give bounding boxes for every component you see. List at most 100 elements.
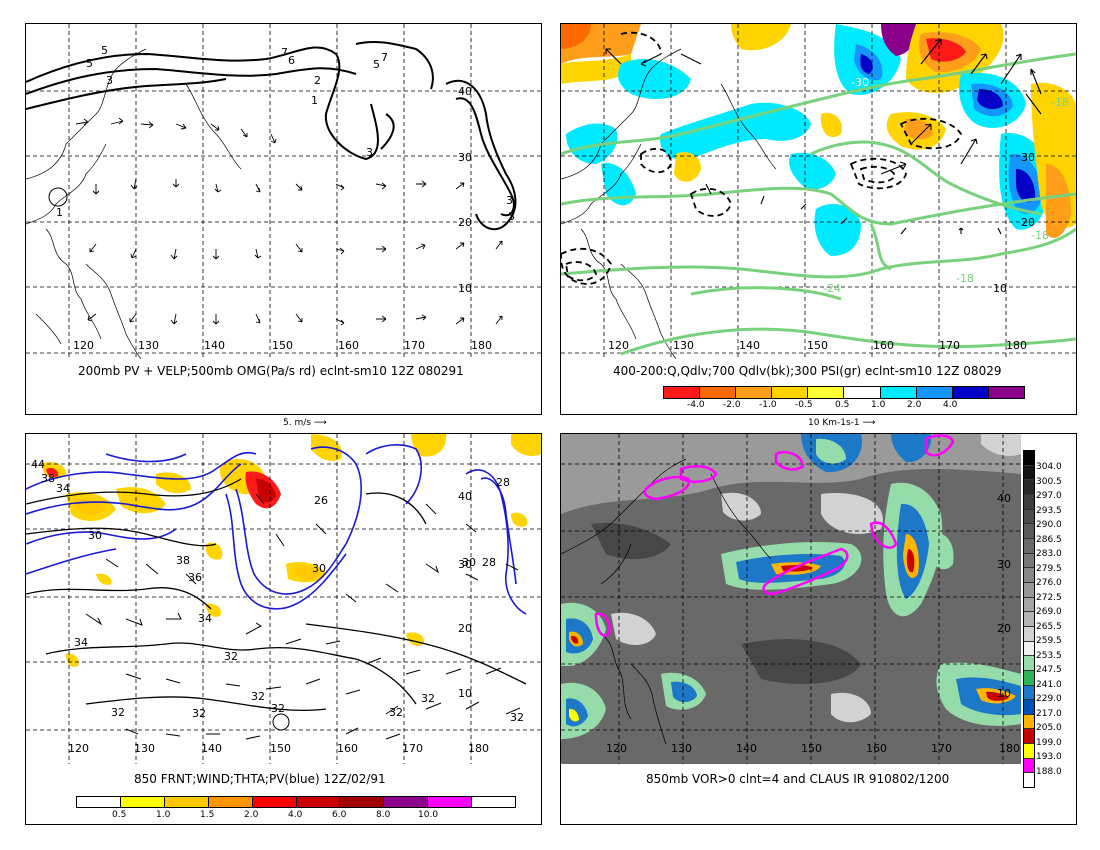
lat-label: 30 xyxy=(1021,151,1035,164)
colorbar-swatch xyxy=(988,387,1024,398)
contour-label: 2 xyxy=(314,74,321,87)
colorbar-swatch xyxy=(1024,685,1034,701)
colorbar-label: 241.0 xyxy=(1036,680,1062,690)
colorbar-swatch xyxy=(1024,612,1034,627)
colorbar-label: 199.0 xyxy=(1036,738,1062,748)
lon-label: 140 xyxy=(736,742,757,755)
contour-labels: -30 -18 -18 -24 -18 xyxy=(823,76,1069,295)
lon-label: 180 xyxy=(468,742,489,755)
contour-label: -18 xyxy=(1031,229,1049,242)
colorbar-label: 253.5 xyxy=(1036,651,1062,661)
colorbar-swatch xyxy=(252,797,297,807)
lat-label: 40 xyxy=(997,492,1011,505)
lon-labels: 120 130 140 150 160 170 180 xyxy=(606,742,1020,755)
lon-label: 130 xyxy=(673,339,694,352)
colorbar-swatch xyxy=(664,387,701,398)
contour-label: 6 xyxy=(288,54,295,67)
reference-vector: 10 Km-1s-1 ⟶ xyxy=(808,418,875,428)
colorbar-swatch xyxy=(1024,582,1034,598)
panel-200mb-pv-velp: 5 5 3 7 6 2 5 7 1 3 3 1 3 2 120 130 140 … xyxy=(25,23,542,415)
colorbar-label: 10.0 xyxy=(418,810,439,820)
lon-labels: 120 130 140 150 160 170 180 xyxy=(608,339,1027,352)
colorbar-swatch xyxy=(1024,700,1034,715)
lon-label: 150 xyxy=(272,339,293,352)
lon-label: 160 xyxy=(338,339,359,352)
wind-barbs xyxy=(85,493,521,740)
colorbar-label: 1.5 xyxy=(200,810,215,820)
colorbar-swatch xyxy=(844,387,881,398)
colorbar-label: 2.0 xyxy=(244,810,259,820)
colorbar-swatch xyxy=(772,387,809,398)
colorbar-swatch xyxy=(208,797,253,807)
colorbar-swatch xyxy=(1024,553,1034,569)
contour-labels: 44 38 34 30 38 36 34 34 26 30 28 32 32 3… xyxy=(31,458,524,724)
colorbar-swatch xyxy=(1024,568,1034,583)
lat-label: 30 xyxy=(458,558,472,571)
lat-label: 20 xyxy=(1021,216,1035,229)
colorbar-label: 300.5 xyxy=(1036,477,1062,487)
contour-label: 1 xyxy=(56,206,63,219)
qdiv-colorbar xyxy=(663,386,1025,399)
contour-label: -18 xyxy=(956,272,974,285)
contour-label: 28 xyxy=(496,476,510,489)
colorbar-label: 229.0 xyxy=(1036,694,1062,704)
lon-labels: 120 130 140 150 160 170 180 xyxy=(73,339,492,352)
contour-label: 3 xyxy=(106,74,113,87)
colorbar-swatch xyxy=(120,797,165,807)
colorbar-label: 217.0 xyxy=(1036,709,1062,719)
colorbar-swatch xyxy=(1024,773,1034,788)
lat-labels: 10 20 30 xyxy=(993,151,1035,295)
panel-850-frontogenesis: 44 38 34 30 38 36 34 34 26 30 28 32 32 3… xyxy=(25,433,542,825)
lat-label: 40 xyxy=(458,85,472,98)
colorbar-label: 259.5 xyxy=(1036,636,1062,646)
lat-label: 10 xyxy=(458,282,472,295)
colorbar-swatch xyxy=(1024,494,1034,510)
lat-label: 20 xyxy=(997,622,1011,635)
colorbar-swatch xyxy=(1024,509,1034,525)
colorbar-label: 188.0 xyxy=(1036,767,1062,777)
colorbar-label: 4.0 xyxy=(288,810,303,820)
contour-label: 26 xyxy=(314,494,328,507)
colorbar-label: 265.5 xyxy=(1036,622,1062,632)
lon-label: 160 xyxy=(866,742,887,755)
ir-temperature-colorbar xyxy=(1023,450,1035,788)
colorbar-swatch xyxy=(1024,597,1034,613)
colorbar-swatch xyxy=(880,387,917,398)
colorbar-swatch xyxy=(1024,626,1034,642)
contour-label: 30 xyxy=(312,562,326,575)
contour-label: 38 xyxy=(41,472,55,485)
lon-label: 130 xyxy=(134,742,155,755)
contour-label: 32 xyxy=(510,711,524,724)
panel-850-vorticity-ir: 120 130 140 150 160 170 180 10 20 30 40 … xyxy=(560,433,1077,825)
pv-blue-contours xyxy=(26,444,527,615)
colorbar-swatch xyxy=(428,797,473,807)
lat-label: 20 xyxy=(458,622,472,635)
contour-label: 34 xyxy=(74,636,88,649)
colorbar-label: 205.0 xyxy=(1036,723,1062,733)
contour-label: 5 xyxy=(101,44,108,57)
map-ir-satellite: 120 130 140 150 160 170 180 10 20 30 40 xyxy=(561,434,1021,764)
qdiv-shading xyxy=(561,24,1076,256)
lon-label: 170 xyxy=(402,742,423,755)
lon-label: 180 xyxy=(471,339,492,352)
colorbar-label: 272.5 xyxy=(1036,593,1062,603)
colorbar-label: -4.0 xyxy=(687,400,705,410)
colorbar-label: -2.0 xyxy=(723,400,741,410)
lon-label: 170 xyxy=(939,339,960,352)
colorbar-swatch xyxy=(952,387,989,398)
lat-labels: 10 20 30 40 xyxy=(458,85,472,295)
lon-label: 120 xyxy=(73,339,94,352)
colorbar-swatch xyxy=(700,387,737,398)
lon-label: 150 xyxy=(801,742,822,755)
contour-labels: 5 5 3 7 6 2 5 7 1 3 3 1 3 2 xyxy=(56,44,515,223)
colorbar-swatch xyxy=(1024,758,1034,774)
colorbar-swatch xyxy=(1024,656,1034,671)
colorbar-swatch xyxy=(736,387,773,398)
contour-label: -18 xyxy=(1051,96,1069,109)
colorbar-label: 4.0 xyxy=(943,400,958,410)
lon-label: 180 xyxy=(999,742,1020,755)
colorbar-swatch xyxy=(1024,729,1034,745)
grid-lines xyxy=(26,434,541,764)
colorbar-label: -0.5 xyxy=(795,400,813,410)
contour-label: -30 xyxy=(851,76,869,89)
